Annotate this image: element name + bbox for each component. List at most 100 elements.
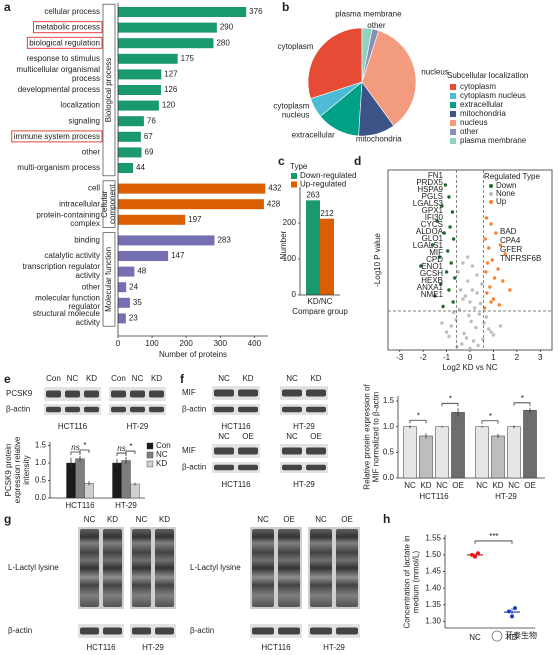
bar <box>306 200 320 295</box>
x-tick-label: 0 <box>468 353 473 362</box>
point <box>513 606 517 611</box>
blot-row-label: L-Lactyl lysine <box>190 563 241 572</box>
highlight-box <box>11 130 103 143</box>
blot-background <box>280 462 328 473</box>
bar <box>507 426 521 479</box>
blot-band <box>149 390 164 398</box>
significance-label: * <box>83 441 87 450</box>
bar <box>118 199 264 210</box>
category-label: multi-organism process <box>17 163 100 172</box>
x-tick-label: NC <box>436 481 448 490</box>
point <box>440 204 444 208</box>
significance-bracket <box>474 540 513 544</box>
blot-band <box>282 389 302 397</box>
point <box>465 279 470 283</box>
legend-marker <box>489 192 493 196</box>
gene-label: FN1 <box>428 171 444 180</box>
point <box>481 337 485 342</box>
point <box>484 270 488 274</box>
highlight-box <box>26 36 103 49</box>
watermark-icon <box>491 630 503 642</box>
y-tick-label: 100 <box>283 254 297 263</box>
y-tick-label: 1.5 <box>35 441 47 450</box>
blot-band <box>46 406 61 413</box>
lane-label: NC <box>132 374 144 383</box>
x-tick-label: NC <box>476 481 488 490</box>
group-label: Biological process <box>104 58 113 122</box>
gene-label: BAD <box>500 227 517 236</box>
blot-band <box>214 389 234 397</box>
point <box>453 276 457 280</box>
lane-label: NC <box>257 515 269 524</box>
legend-swatch <box>291 173 297 179</box>
blot-row-label: MIF <box>182 388 196 397</box>
point <box>471 339 476 343</box>
blot-row-label: β-actin <box>182 463 206 472</box>
point <box>475 273 479 277</box>
bar <box>118 313 126 324</box>
slice-label: cytoplasm <box>277 42 313 51</box>
point <box>444 270 449 274</box>
blot-row-label: PCSK9 <box>6 389 33 398</box>
bar <box>84 483 94 499</box>
category-label: immune system process <box>14 132 100 141</box>
gene-label: CYCS <box>421 220 443 229</box>
blot-band <box>214 464 234 471</box>
point <box>501 279 505 283</box>
slice-label: cytoplasm nucleus <box>273 102 309 120</box>
legend-label: plasma membrane <box>460 136 527 145</box>
gene-label: CPD <box>426 255 443 264</box>
group-label: HCT116 <box>419 492 449 501</box>
category-label: multicellular organismal process <box>16 65 100 83</box>
blot-band <box>310 529 332 607</box>
point <box>510 614 514 619</box>
cell-line-label: HCT116 <box>86 643 116 652</box>
point <box>474 325 478 330</box>
legend-label: mitochondria <box>460 109 506 118</box>
blot-band <box>103 529 122 607</box>
blot-band <box>278 529 300 607</box>
value-label: 432 <box>268 184 282 193</box>
bar <box>75 458 85 499</box>
bar <box>118 251 169 261</box>
cell-line-label: HT-29 <box>293 480 315 489</box>
value-label: 212 <box>320 209 334 218</box>
slice-label: mitochondria <box>356 135 402 144</box>
blot-band <box>103 627 122 635</box>
slice-label: extracellular <box>292 131 335 140</box>
value-label: 175 <box>181 54 195 63</box>
category-label: cellular process <box>44 7 100 16</box>
bar <box>118 53 178 64</box>
point <box>489 300 493 304</box>
legend-label: nucleus <box>460 118 488 127</box>
gene-label: ENO1 <box>421 262 443 271</box>
bar <box>121 460 131 499</box>
legend-label: other <box>460 127 479 136</box>
category-label: response to stimulus <box>27 54 100 63</box>
point <box>485 291 489 295</box>
category-label: other <box>82 148 101 157</box>
point <box>467 313 471 318</box>
blot-band <box>80 627 99 635</box>
value-label: 280 <box>216 38 230 47</box>
significance-label: * <box>416 411 420 420</box>
category-label: cell <box>88 184 100 193</box>
category-label: catalytic activity <box>44 251 100 260</box>
x-tick-label: HT-29 <box>115 501 137 510</box>
legend-swatch <box>450 120 456 126</box>
point <box>433 294 437 298</box>
cell-line-label: HT-29 <box>142 643 164 652</box>
point <box>443 183 448 187</box>
x-tick-label: 3 <box>538 353 543 362</box>
y-tick-label: 1.40 <box>425 583 441 592</box>
blot-band <box>238 447 258 455</box>
gene-label: ANXA1 <box>417 283 444 292</box>
point <box>470 288 475 292</box>
blot-band <box>80 529 99 607</box>
x-tick-label: 100 <box>145 339 159 348</box>
legend-label: Down <box>496 181 516 190</box>
pie-slice <box>307 27 363 100</box>
lane-label: KD <box>86 374 97 383</box>
lane-label: Con <box>111 374 126 383</box>
